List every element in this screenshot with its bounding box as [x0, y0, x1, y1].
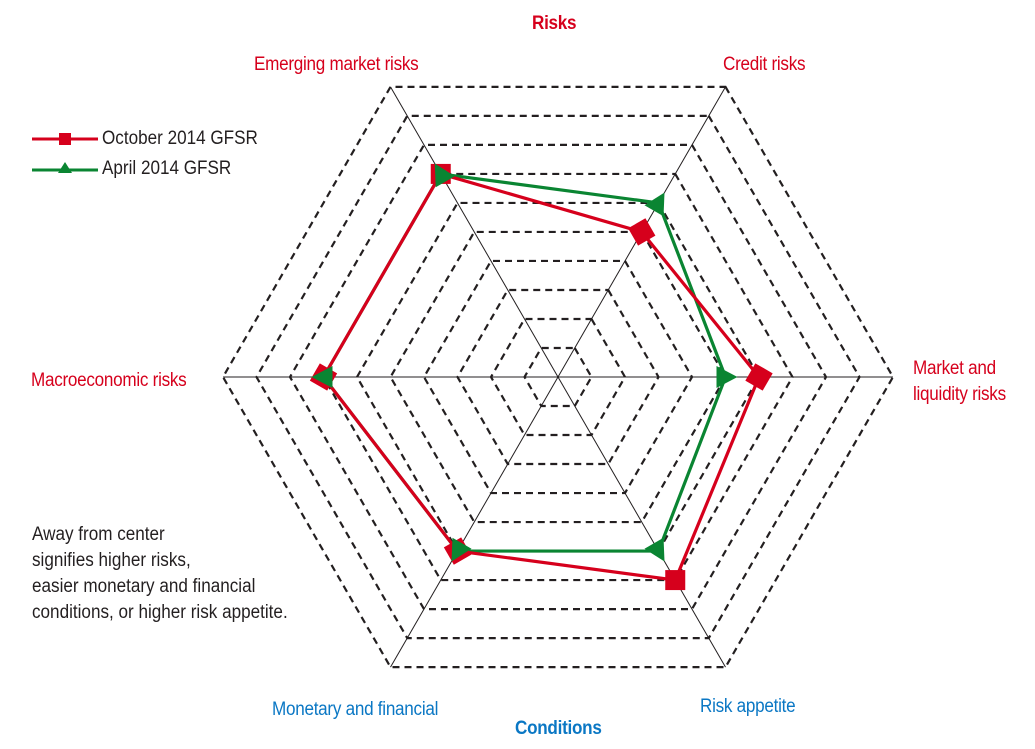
data-point-triangle — [716, 366, 738, 388]
axis-label-market-liquidity-line2: liquidity risks — [913, 384, 1006, 405]
legend-item-october-2014: October 2014 GFSR — [30, 124, 275, 154]
legend-label: October 2014 GFSR — [102, 128, 258, 149]
legend-label: April 2014 GFSR — [102, 158, 232, 179]
legend: October 2014 GFSR April 2014 GFSR — [30, 124, 275, 184]
data-point-triangle — [644, 192, 665, 217]
annotation-line: signifies higher risks, — [32, 550, 191, 571]
annotation-line: Away from center — [32, 524, 165, 545]
legend-swatch-green-triangle-icon — [32, 162, 98, 173]
axis-label-emerging-market-risks: Emerging market risks — [254, 54, 419, 75]
legend-item-april-2014: April 2014 GFSR — [30, 154, 275, 184]
axis-label-monetary-financial: Monetary and financial — [272, 699, 439, 720]
data-point-triangle — [311, 366, 333, 388]
axis-spoke — [390, 376, 559, 668]
legend-swatch-red-square-icon — [32, 133, 98, 145]
series-line-april-2014-gfsr — [321, 172, 728, 553]
axis-spokes — [223, 86, 893, 668]
annotation-line: conditions, or higher risk appetite. — [32, 602, 288, 623]
data-point-square — [628, 218, 656, 246]
annotation-line: easier monetary and financial — [32, 576, 256, 597]
axis-label-credit-risks: Credit risks — [723, 54, 806, 75]
axis-spoke — [390, 86, 559, 378]
axis-label-market-liquidity-line1: Market and — [913, 358, 996, 379]
axis-label-macroeconomic-risks: Macroeconomic risks — [31, 370, 187, 391]
axis-spoke — [557, 376, 726, 668]
series-layer — [309, 163, 773, 591]
data-point-square — [745, 363, 773, 391]
axis-label-risk-appetite: Risk appetite — [700, 696, 796, 717]
data-point-triangle — [434, 163, 455, 188]
chart-annotation: Away from center signifies higher risks,… — [32, 522, 288, 626]
data-point-triangle — [451, 537, 472, 562]
data-point-square — [665, 570, 686, 591]
conditions-title: Conditions — [515, 718, 602, 739]
risks-title: Risks — [532, 13, 577, 34]
data-point-triangle — [644, 537, 665, 562]
